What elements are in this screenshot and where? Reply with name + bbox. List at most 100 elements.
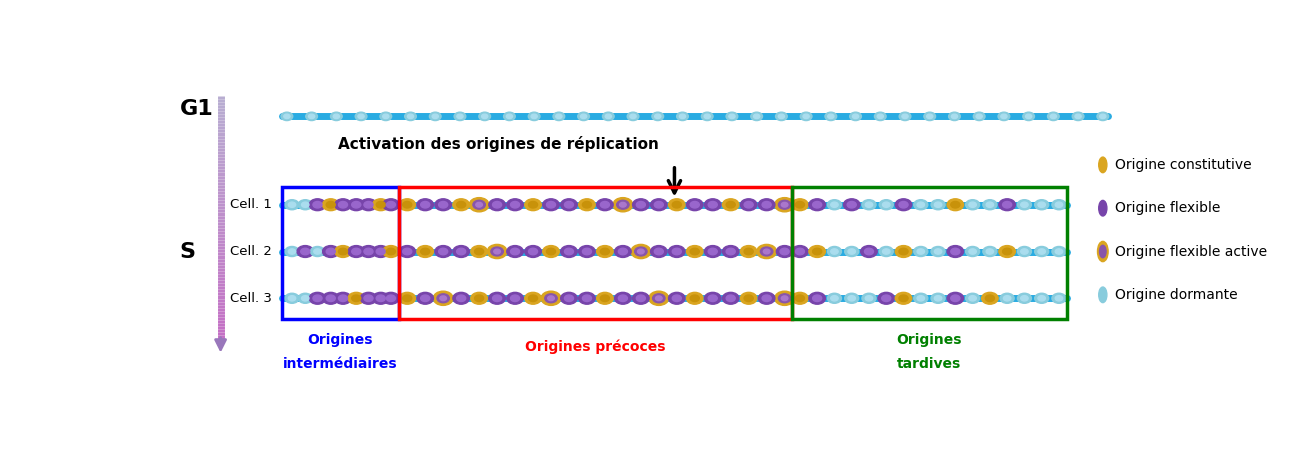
Ellipse shape — [417, 246, 433, 257]
Ellipse shape — [704, 246, 721, 257]
Ellipse shape — [288, 202, 296, 207]
Ellipse shape — [376, 202, 386, 208]
Ellipse shape — [542, 246, 559, 257]
Ellipse shape — [532, 114, 537, 119]
Ellipse shape — [651, 112, 663, 121]
Ellipse shape — [930, 200, 945, 210]
Ellipse shape — [297, 246, 313, 257]
Ellipse shape — [453, 246, 470, 257]
Ellipse shape — [479, 112, 491, 121]
Ellipse shape — [874, 112, 886, 121]
Ellipse shape — [511, 248, 520, 255]
Ellipse shape — [844, 199, 859, 211]
Ellipse shape — [541, 291, 561, 306]
Ellipse shape — [687, 199, 703, 211]
Ellipse shape — [620, 202, 626, 207]
Ellipse shape — [565, 202, 574, 208]
Ellipse shape — [432, 114, 438, 119]
Ellipse shape — [615, 246, 632, 257]
Ellipse shape — [387, 202, 396, 208]
Ellipse shape — [421, 202, 430, 208]
Ellipse shape — [322, 292, 340, 304]
Ellipse shape — [754, 114, 759, 119]
Ellipse shape — [355, 112, 367, 121]
Ellipse shape — [983, 200, 998, 210]
Ellipse shape — [751, 112, 762, 121]
Ellipse shape — [878, 292, 895, 304]
Ellipse shape — [619, 295, 628, 302]
Ellipse shape — [828, 293, 841, 303]
Ellipse shape — [583, 202, 591, 208]
Ellipse shape — [778, 200, 791, 209]
Ellipse shape — [969, 296, 976, 301]
Ellipse shape — [744, 248, 753, 255]
Ellipse shape — [687, 246, 703, 257]
Ellipse shape — [347, 292, 365, 304]
Ellipse shape — [383, 114, 390, 119]
Ellipse shape — [338, 295, 347, 302]
Ellipse shape — [812, 248, 821, 255]
Ellipse shape — [308, 114, 315, 119]
Ellipse shape — [583, 248, 591, 255]
Ellipse shape — [744, 295, 753, 302]
Ellipse shape — [561, 246, 578, 257]
Ellipse shape — [507, 292, 524, 304]
Ellipse shape — [809, 246, 825, 257]
Ellipse shape — [511, 295, 520, 302]
Ellipse shape — [1034, 200, 1049, 210]
Ellipse shape — [309, 199, 326, 211]
Ellipse shape — [982, 292, 998, 304]
Ellipse shape — [1099, 287, 1107, 302]
Ellipse shape — [879, 247, 894, 256]
Ellipse shape — [690, 202, 699, 208]
Ellipse shape — [865, 296, 873, 301]
Ellipse shape — [775, 198, 795, 212]
Ellipse shape — [950, 295, 959, 302]
Ellipse shape — [282, 112, 292, 121]
Ellipse shape — [654, 202, 663, 208]
Ellipse shape — [792, 292, 808, 304]
Ellipse shape — [603, 112, 615, 121]
Ellipse shape — [399, 246, 416, 257]
Ellipse shape — [741, 246, 757, 257]
Ellipse shape — [741, 292, 757, 304]
Ellipse shape — [471, 246, 487, 257]
Ellipse shape — [491, 247, 503, 256]
Ellipse shape — [1050, 114, 1057, 119]
Ellipse shape — [1099, 200, 1107, 216]
Ellipse shape — [438, 248, 447, 255]
Ellipse shape — [655, 296, 662, 301]
Ellipse shape — [1100, 245, 1105, 258]
Text: intermédiaires: intermédiaires — [283, 357, 397, 371]
Ellipse shape — [421, 295, 430, 302]
Ellipse shape — [326, 248, 336, 255]
Ellipse shape — [825, 112, 837, 121]
Ellipse shape — [726, 112, 738, 121]
Ellipse shape — [722, 292, 740, 304]
Ellipse shape — [758, 199, 775, 211]
Ellipse shape — [383, 246, 399, 257]
Ellipse shape — [633, 292, 649, 304]
Ellipse shape — [546, 202, 555, 208]
Ellipse shape — [507, 246, 524, 257]
Ellipse shape — [653, 294, 665, 303]
Ellipse shape — [853, 114, 858, 119]
Ellipse shape — [976, 114, 982, 119]
Ellipse shape — [726, 202, 736, 208]
Ellipse shape — [762, 202, 771, 208]
Ellipse shape — [950, 202, 959, 208]
Ellipse shape — [776, 246, 792, 257]
Ellipse shape — [690, 248, 699, 255]
Ellipse shape — [365, 202, 372, 208]
Ellipse shape — [948, 246, 963, 257]
Ellipse shape — [865, 248, 874, 255]
Ellipse shape — [672, 202, 682, 208]
Ellipse shape — [966, 200, 979, 210]
Ellipse shape — [404, 112, 416, 121]
Ellipse shape — [780, 248, 790, 255]
Ellipse shape — [637, 202, 645, 208]
Ellipse shape — [672, 295, 682, 302]
Ellipse shape — [403, 202, 412, 208]
Ellipse shape — [504, 112, 516, 121]
Ellipse shape — [383, 292, 399, 304]
